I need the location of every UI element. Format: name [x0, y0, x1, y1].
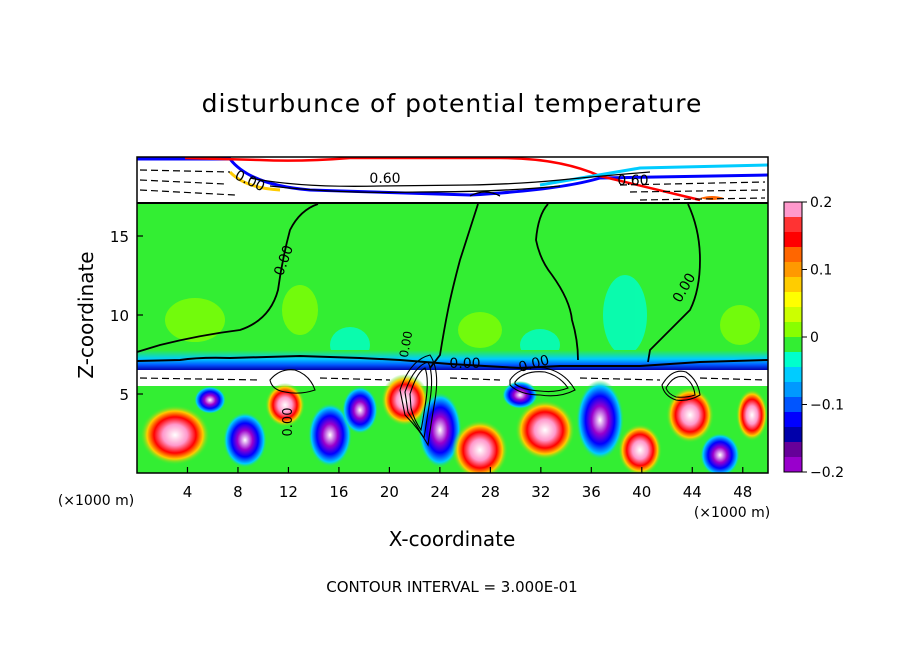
colorbar-swatch — [784, 247, 802, 263]
zero-contour-4 — [647, 203, 701, 363]
y-axis: 5 10 15 — [110, 228, 143, 404]
y-tick-label: 15 — [110, 228, 129, 246]
dashed-contours — [139, 169, 766, 381]
colorbar-swatch — [784, 457, 802, 473]
y-tick-label: 10 — [110, 307, 129, 325]
upper-yellow-edge — [228, 170, 281, 192]
colorbar-swatch — [784, 397, 802, 413]
y-axis-title: Z-coordinate — [74, 251, 98, 378]
colorbar-tick-label: 0 — [810, 330, 819, 346]
colorbar-swatch — [784, 292, 802, 308]
colorbar-swatch — [784, 337, 802, 353]
plot-area — [137, 157, 768, 473]
colorbar: 0.2 0.1 0 −0.1 −0.2 — [783, 195, 844, 481]
zero-contour-3 — [535, 203, 579, 361]
colorbar-swatch — [784, 412, 802, 428]
x-tick-label: 32 — [531, 483, 550, 501]
colorbar-swatch — [784, 427, 802, 443]
colorbar-swatch — [784, 382, 802, 398]
x-tick-label: 36 — [582, 483, 601, 501]
plume-contours — [269, 354, 701, 447]
x-tick-label: 24 — [430, 483, 449, 501]
field-light-patches — [165, 285, 760, 348]
colorbar-swatch — [784, 322, 802, 338]
colorbar-tick-label: −0.2 — [810, 465, 844, 481]
contour-label-upper-2: 0.60 — [617, 173, 648, 189]
colorbar-tick-label: −0.1 — [810, 398, 844, 414]
colorbar-swatch — [784, 352, 802, 368]
x-tick-label: 40 — [632, 483, 651, 501]
colorbar-swatch — [784, 202, 802, 218]
x-tick-label: 16 — [329, 483, 348, 501]
x-tick-label: 8 — [233, 483, 243, 501]
colorbar-tick-label: 0.1 — [810, 263, 832, 279]
x-unit-right: (×1000 m) — [694, 505, 770, 521]
x-axis-title: X-coordinate — [389, 527, 516, 551]
upper-cyan-edge — [539, 163, 768, 187]
colorbar-swatch — [784, 442, 802, 458]
contour-label-lower-2: 0.00 — [397, 330, 415, 359]
upper-solid-contours — [249, 171, 651, 197]
turbulent-cells — [140, 374, 768, 473]
colorbar-swatch — [784, 367, 802, 383]
chart-title: disturbunce of potential temperature — [202, 89, 703, 118]
upper-red-edge — [184, 157, 701, 202]
x-unit-left: (×1000 m) — [58, 493, 134, 509]
x-tick-label: 4 — [183, 483, 193, 501]
contour-label-lower-1: 0.00 — [281, 408, 296, 437]
upper-white-region — [137, 157, 768, 204]
x-tick-label: 48 — [733, 483, 752, 501]
contour-label-upper-1: 0.60 — [369, 171, 400, 187]
colorbar-swatch — [784, 262, 802, 278]
x-tick-label: 28 — [481, 483, 500, 501]
zero-contour-2 — [429, 203, 479, 369]
zero-contour-1 — [137, 203, 319, 353]
contour-label-field-4: 0.00 — [517, 352, 551, 376]
contour-interval-note: CONTOUR INTERVAL = 3.000E-01 — [326, 578, 577, 596]
colorbar-swatch — [784, 217, 802, 233]
colorbar-swatch — [784, 277, 802, 293]
contour-label-field-3: 0.00 — [449, 356, 480, 372]
y-tick-label: 5 — [119, 386, 129, 404]
upper-blue-edge — [137, 157, 768, 197]
colorbar-swatch — [784, 307, 802, 323]
x-axis: 4 8 12 16 20 24 28 32 36 40 44 48 — [183, 467, 752, 501]
colorbar-tick-label: 0.2 — [810, 195, 832, 211]
x-tick-label: 44 — [683, 483, 702, 501]
inversion-contour — [137, 354, 768, 370]
colorbar-swatch — [784, 232, 802, 248]
x-tick-label: 12 — [279, 483, 298, 501]
x-tick-label: 20 — [380, 483, 399, 501]
